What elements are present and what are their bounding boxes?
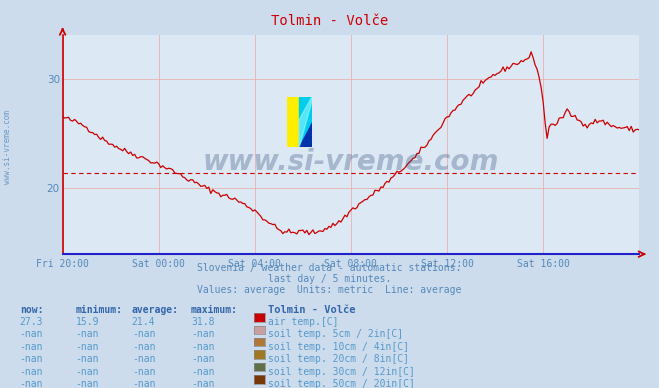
Text: 21.4: 21.4 [132, 317, 156, 327]
Text: 27.3: 27.3 [20, 317, 43, 327]
Text: soil temp. 10cm / 4in[C]: soil temp. 10cm / 4in[C] [268, 342, 409, 352]
Text: soil temp. 30cm / 12in[C]: soil temp. 30cm / 12in[C] [268, 367, 415, 377]
Text: -nan: -nan [191, 354, 215, 364]
Text: average:: average: [132, 305, 179, 315]
Text: soil temp. 5cm / 2in[C]: soil temp. 5cm / 2in[C] [268, 329, 403, 340]
Text: Tolmin - Volče: Tolmin - Volče [268, 305, 356, 315]
Text: -nan: -nan [76, 342, 100, 352]
Text: -nan: -nan [132, 342, 156, 352]
Text: 15.9: 15.9 [76, 317, 100, 327]
Text: maximum:: maximum: [191, 305, 238, 315]
Text: -nan: -nan [20, 367, 43, 377]
Polygon shape [299, 97, 312, 147]
Text: -nan: -nan [191, 379, 215, 388]
Text: -nan: -nan [191, 367, 215, 377]
Text: soil temp. 20cm / 8in[C]: soil temp. 20cm / 8in[C] [268, 354, 409, 364]
Text: -nan: -nan [76, 379, 100, 388]
Text: -nan: -nan [76, 329, 100, 340]
Text: 31.8: 31.8 [191, 317, 215, 327]
Text: -nan: -nan [132, 379, 156, 388]
Polygon shape [299, 97, 312, 147]
Text: -nan: -nan [76, 367, 100, 377]
Text: soil temp. 50cm / 20in[C]: soil temp. 50cm / 20in[C] [268, 379, 415, 388]
Text: -nan: -nan [132, 354, 156, 364]
Text: www.si-vreme.com: www.si-vreme.com [203, 148, 499, 176]
Text: Values: average  Units: metric  Line: average: Values: average Units: metric Line: aver… [197, 285, 462, 295]
Polygon shape [299, 122, 312, 147]
Text: Tolmin - Volče: Tolmin - Volče [271, 14, 388, 28]
Text: -nan: -nan [20, 379, 43, 388]
Text: -nan: -nan [20, 342, 43, 352]
Text: minimum:: minimum: [76, 305, 123, 315]
Text: now:: now: [20, 305, 43, 315]
Text: -nan: -nan [20, 354, 43, 364]
Text: -nan: -nan [132, 329, 156, 340]
Text: -nan: -nan [76, 354, 100, 364]
Text: -nan: -nan [132, 367, 156, 377]
Bar [287, 97, 299, 147]
Text: www.si-vreme.com: www.si-vreme.com [3, 111, 13, 184]
Text: -nan: -nan [191, 342, 215, 352]
Text: last day / 5 minutes.: last day / 5 minutes. [268, 274, 391, 284]
Text: Slovenia / weather data - automatic stations.: Slovenia / weather data - automatic stat… [197, 263, 462, 274]
Text: -nan: -nan [191, 329, 215, 340]
Text: -nan: -nan [20, 329, 43, 340]
Text: air temp.[C]: air temp.[C] [268, 317, 339, 327]
